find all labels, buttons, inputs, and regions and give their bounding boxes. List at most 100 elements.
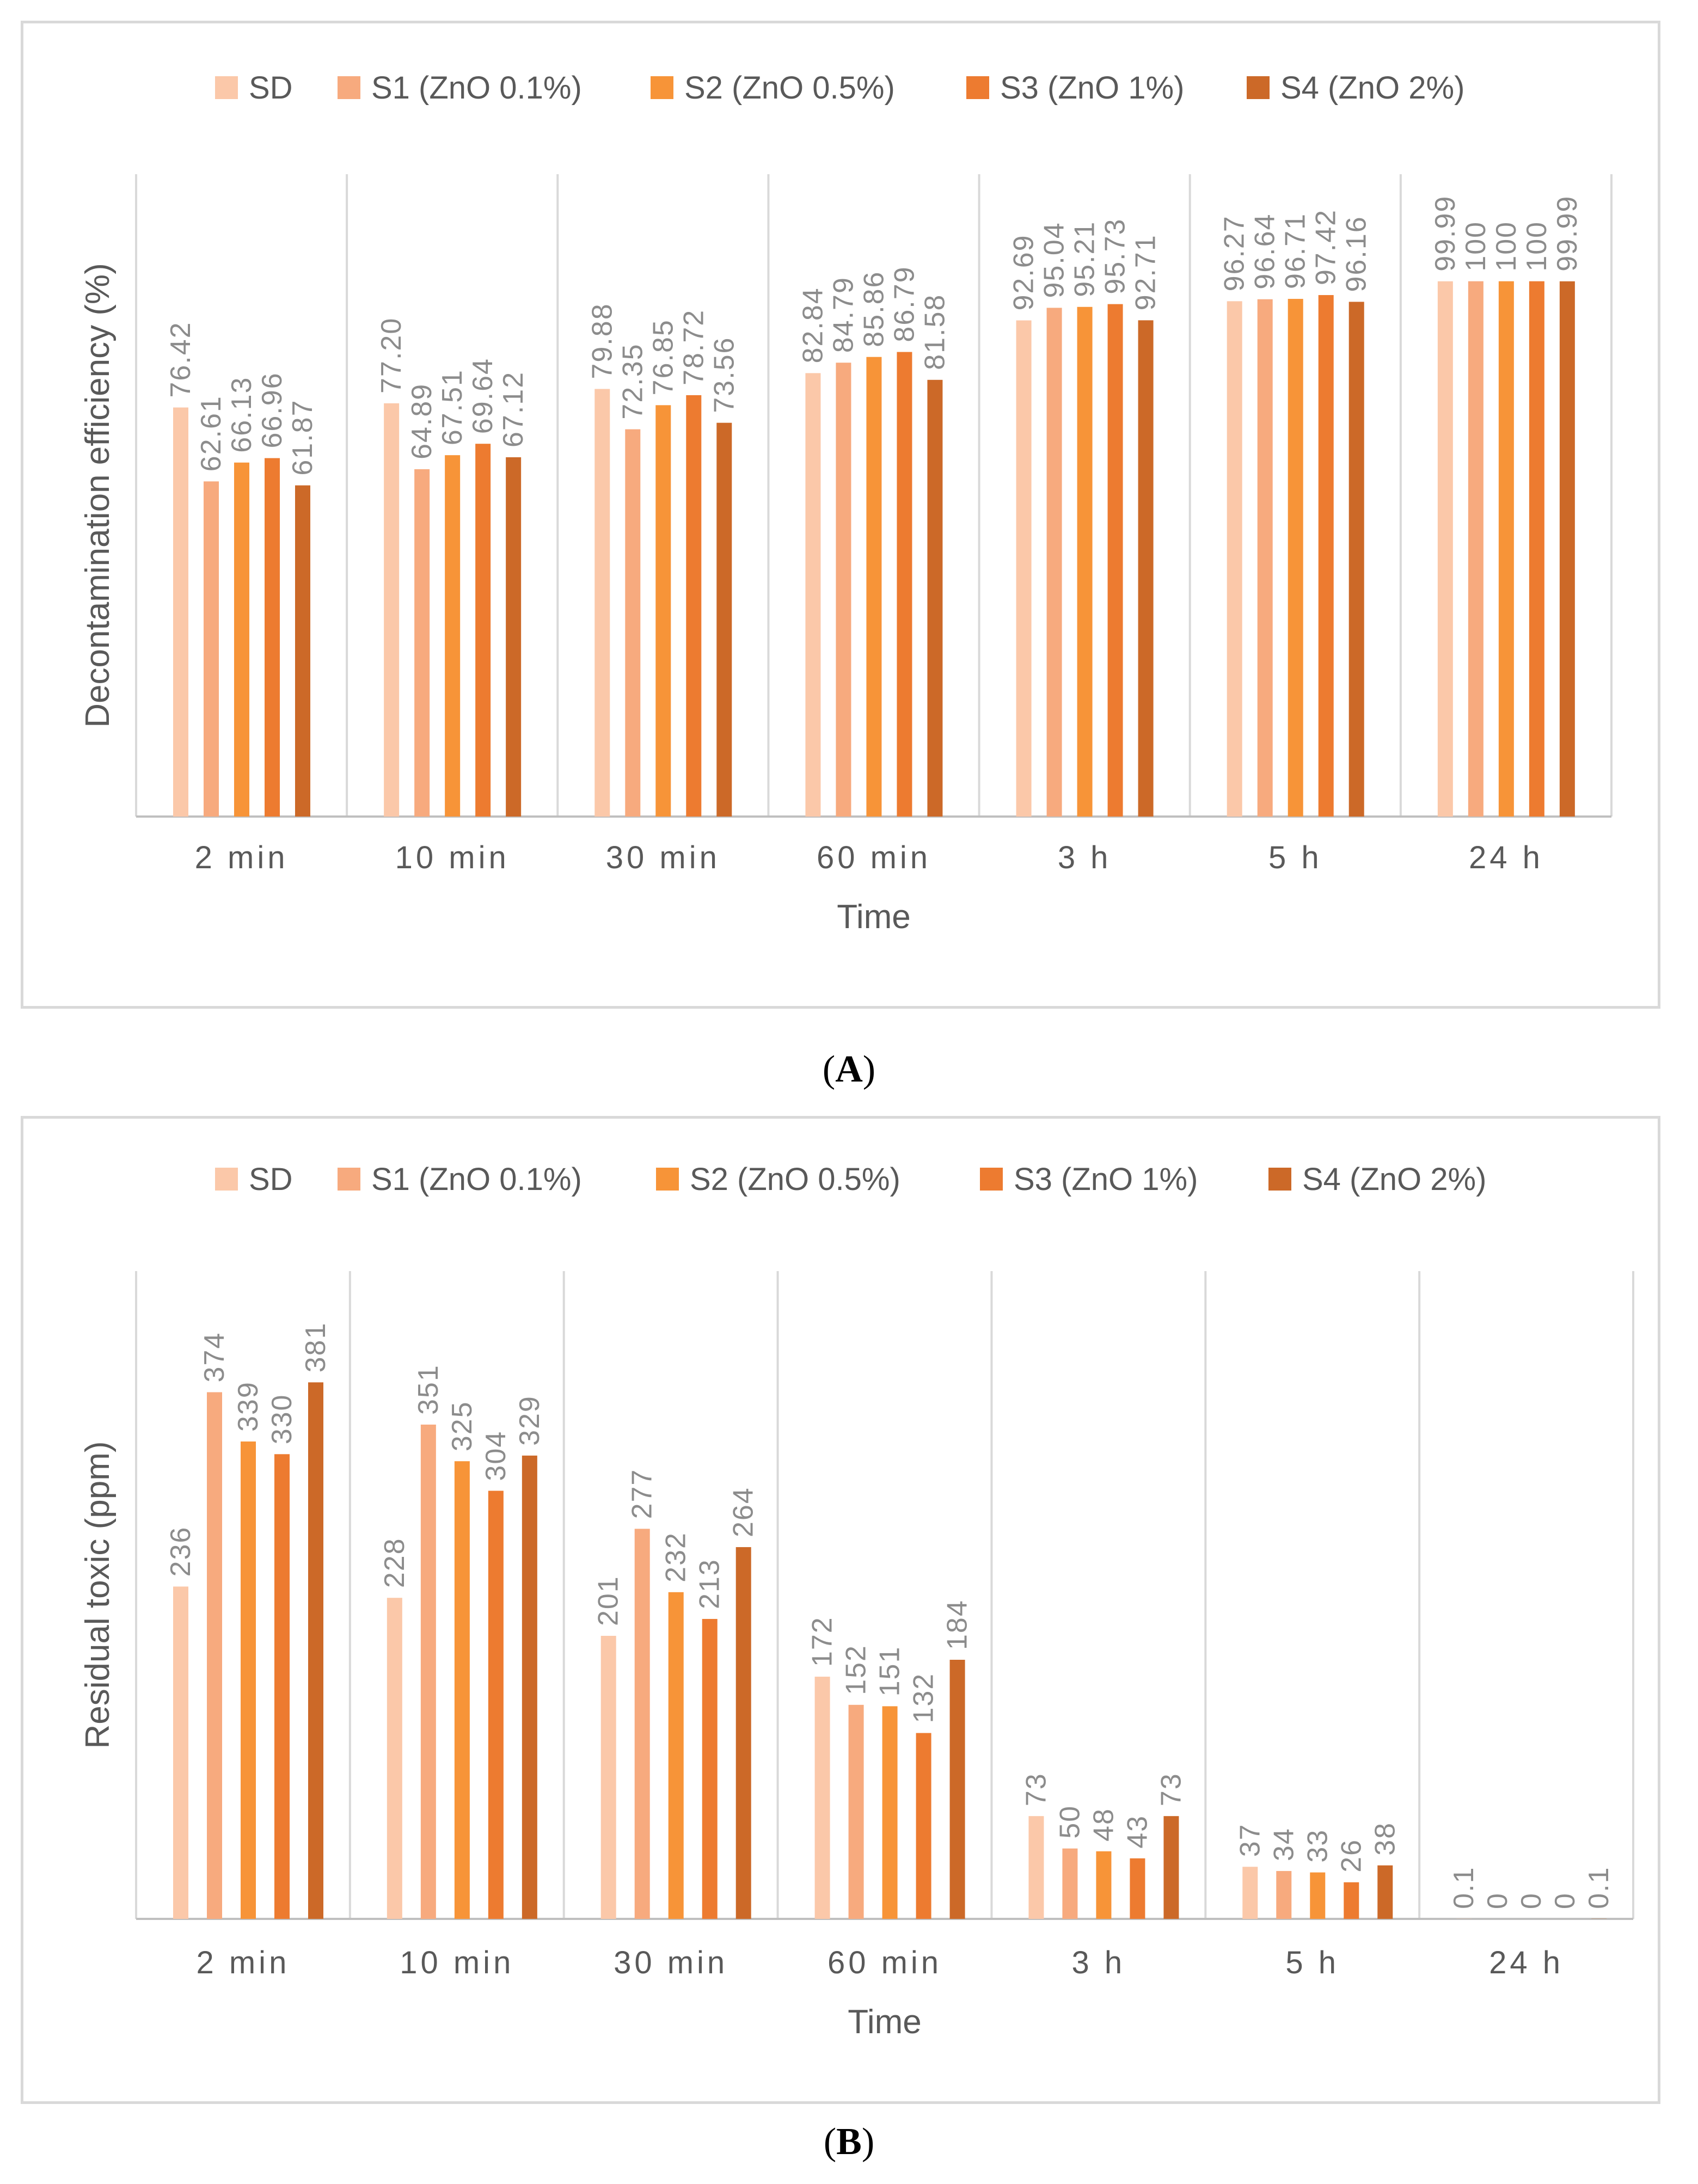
bar-a-5-3 [1077, 306, 1093, 817]
data-label-b-7-4: 0 [1549, 1892, 1581, 1909]
bar-b-5-3 [1096, 1851, 1112, 1919]
bar-a-1-3 [234, 462, 249, 817]
legend-label-3: S2 (ZnO 0.5%) [690, 1162, 900, 1197]
bar-b-1-1 [173, 1586, 188, 1919]
bar-a-2-1 [384, 403, 400, 817]
data-label-a-3-2: 72.35 [617, 343, 648, 419]
bar-a-3-3 [655, 405, 671, 817]
data-label-b-7-1: 0.1 [1448, 1866, 1480, 1909]
data-label-a-6-2: 96.64 [1249, 213, 1281, 290]
bar-a-3-5 [716, 422, 732, 817]
data-label-a-2-5: 67.12 [498, 371, 529, 447]
legend-swatch-5 [1268, 1168, 1291, 1191]
bar-a-1-5 [295, 485, 310, 817]
caption-a: (A) [0, 1048, 1698, 1091]
bar-b-5-5 [1163, 1816, 1179, 1919]
bar-a-7-3 [1498, 281, 1514, 817]
data-label-b-5-4: 43 [1121, 1815, 1153, 1849]
bar-a-3-2 [625, 429, 641, 817]
data-label-b-2-4: 304 [480, 1431, 512, 1481]
data-label-b-3-5: 264 [728, 1487, 759, 1537]
bar-a-4-1 [805, 373, 821, 817]
data-label-a-3-4: 78.72 [678, 309, 709, 385]
x-tick-label: 30 min [614, 1945, 728, 1980]
x-tick-label: 60 min [827, 1945, 942, 1980]
bar-b-1-2 [207, 1392, 222, 1919]
data-label-b-1-3: 339 [232, 1381, 264, 1432]
legend-label-5: S4 (ZnO 2%) [1280, 70, 1464, 106]
x-axis-title: Time [837, 898, 910, 936]
data-label-b-3-4: 213 [694, 1559, 726, 1609]
data-label-a-1-5: 61.87 [287, 399, 318, 475]
bar-b-6-5 [1377, 1865, 1393, 1919]
y-axis-title: Decontamination efficiency (%) [79, 263, 117, 727]
caption-a-close: ) [862, 1048, 876, 1090]
bar-a-1-4 [265, 458, 280, 817]
data-label-a-5-3: 95.21 [1069, 221, 1101, 297]
data-label-a-4-3: 85.86 [858, 271, 890, 347]
bar-a-3-4 [686, 395, 702, 817]
legend-label-3: S2 (ZnO 0.5%) [684, 70, 895, 106]
data-label-a-4-2: 84.79 [827, 277, 859, 353]
data-label-b-4-4: 132 [908, 1673, 940, 1723]
data-label-b-1-1: 236 [165, 1526, 197, 1577]
legend-label-2: S1 (ZnO 0.1%) [371, 1162, 582, 1197]
data-label-b-2-2: 351 [413, 1364, 444, 1415]
bar-b-3-4 [702, 1618, 718, 1919]
data-label-b-5-2: 50 [1054, 1805, 1086, 1839]
bar-a-5-4 [1107, 304, 1123, 817]
data-label-a-4-4: 86.79 [888, 266, 920, 342]
data-label-a-3-5: 73.56 [708, 337, 740, 413]
bar-a-4-3 [866, 357, 882, 817]
bar-a-6-2 [1257, 299, 1273, 817]
data-label-b-2-3: 325 [446, 1401, 478, 1451]
data-label-b-1-2: 374 [199, 1332, 230, 1383]
bar-b-4-1 [814, 1677, 830, 1919]
data-label-b-1-5: 381 [300, 1322, 332, 1373]
bar-b-4-4 [916, 1733, 931, 1919]
data-label-b-3-2: 277 [627, 1469, 658, 1519]
bar-a-4-4 [897, 352, 912, 817]
x-tick-label: 30 min [606, 840, 720, 875]
bar-a-6-1 [1227, 301, 1242, 817]
chart-b: SD S1 (ZnO 0.1%) S2 (ZnO 0.5%) S3 (ZnO 1%) S… [79, 1162, 1634, 2041]
bar-a-2-3 [445, 455, 461, 817]
x-tick-label: 5 h [1268, 840, 1322, 875]
bar-b-1-3 [241, 1441, 256, 1919]
data-label-a-5-4: 95.73 [1100, 218, 1131, 295]
bar-b-2-1 [387, 1598, 402, 1919]
bar-b-3-2 [634, 1529, 650, 1919]
x-tick-label: 2 min [195, 840, 289, 875]
x-tick-label: 10 min [400, 1945, 514, 1980]
data-label-b-7-3: 0 [1516, 1892, 1547, 1909]
legend-swatch-1 [215, 76, 238, 99]
data-label-a-3-3: 76.85 [647, 319, 679, 395]
bar-b-2-2 [420, 1424, 436, 1919]
data-label-a-5-5: 92.71 [1130, 234, 1162, 310]
legend-swatch-1 [215, 1168, 238, 1191]
data-label-b-1-4: 330 [266, 1394, 298, 1445]
legend-swatch-4 [980, 1168, 1003, 1191]
x-tick-label: 10 min [395, 840, 510, 875]
bar-b-5-1 [1028, 1816, 1044, 1919]
data-label-a-7-2: 100 [1460, 221, 1492, 272]
bar-b-5-2 [1062, 1848, 1078, 1919]
data-label-b-3-3: 232 [660, 1532, 692, 1582]
data-label-a-2-3: 67.51 [437, 369, 468, 445]
data-label-a-7-3: 100 [1491, 221, 1522, 272]
x-axis-title: Time [848, 2003, 921, 2041]
data-label-b-6-1: 37 [1234, 1823, 1266, 1857]
legend-label-1: SD [249, 1162, 293, 1197]
bar-b-3-5 [735, 1547, 751, 1919]
data-label-a-1-3: 66.13 [226, 377, 258, 453]
bar-b-2-5 [522, 1455, 537, 1919]
x-tick-label: 5 h [1285, 1945, 1339, 1980]
data-label-a-6-3: 96.71 [1280, 213, 1311, 289]
data-label-a-4-1: 82.84 [797, 287, 829, 363]
data-label-b-7-2: 0 [1482, 1892, 1513, 1909]
legend-label-1: SD [249, 70, 293, 106]
x-tick-label: 3 h [1058, 840, 1112, 875]
bar-b-4-3 [882, 1706, 898, 1919]
bar-b-1-5 [308, 1382, 323, 1919]
bar-b-5-4 [1130, 1858, 1145, 1919]
